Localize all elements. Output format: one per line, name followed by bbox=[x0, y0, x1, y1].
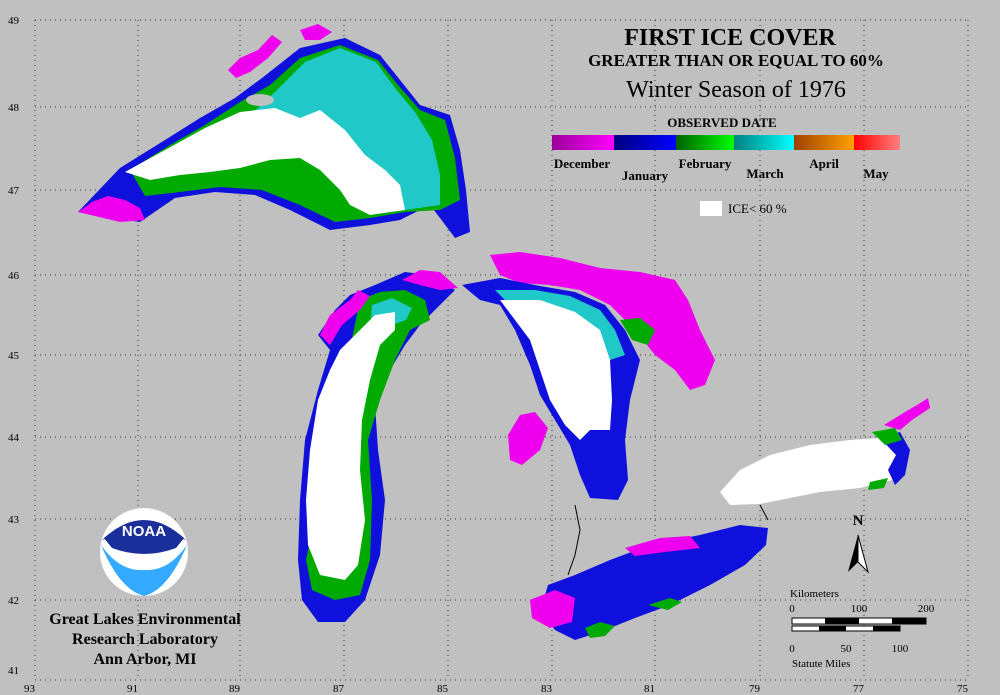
title-block: FIRST ICE COVER GREATER THAN OR EQUAL TO… bbox=[588, 25, 884, 103]
season-label: Winter Season of 1976 bbox=[626, 77, 846, 103]
scale-bar: Kilometers 0 100 200 0 50 100 Statute Mi… bbox=[789, 588, 935, 670]
north-arrow: N bbox=[848, 513, 869, 574]
lat-label: 41 bbox=[8, 665, 19, 677]
lon-label: 81 bbox=[644, 683, 655, 695]
lat-label: 43 bbox=[8, 514, 20, 526]
lake-huron-december-band bbox=[490, 252, 715, 390]
lake-ontario-white-ice bbox=[720, 438, 905, 505]
north-arrow-right-half bbox=[857, 534, 869, 574]
date-legend: OBSERVED DATE December January February … bbox=[552, 115, 900, 216]
legend-swatch-march bbox=[734, 135, 794, 150]
scale-mile-tick: 100 bbox=[892, 643, 909, 655]
lat-label: 48 bbox=[8, 102, 20, 114]
lat-label: 44 bbox=[8, 432, 20, 444]
scale-mile-title: Statute Miles bbox=[792, 658, 850, 670]
lon-label: 93 bbox=[24, 683, 36, 695]
noaa-logo-upper-half bbox=[104, 522, 184, 554]
lon-label: 77 bbox=[853, 683, 865, 695]
lake-erie bbox=[530, 525, 768, 640]
lake-erie-january-band bbox=[540, 525, 768, 640]
scale-km-segment bbox=[892, 618, 926, 624]
connecting-rivers bbox=[567, 504, 769, 576]
lake-superior bbox=[78, 24, 470, 238]
legend-label-ice-below: ICE< 60 % bbox=[728, 201, 787, 216]
north-arrow-left-half bbox=[848, 535, 858, 572]
saginaw-bay bbox=[508, 412, 548, 465]
scale-mile-segment bbox=[819, 626, 846, 631]
scale-km-tick: 100 bbox=[851, 603, 868, 615]
lake-ontario-green-edge bbox=[868, 428, 902, 490]
map-title: FIRST ICE COVER bbox=[624, 25, 836, 51]
legend-swatch-ice-below bbox=[700, 201, 722, 216]
lon-label: 75 bbox=[957, 683, 969, 695]
lon-label: 79 bbox=[749, 683, 761, 695]
noaa-logo-lower-half bbox=[101, 545, 187, 596]
agency-line-2: Research Laboratory bbox=[72, 631, 218, 648]
lake-superior-white-ice bbox=[125, 108, 405, 215]
scale-km-tick: 200 bbox=[918, 603, 935, 615]
lon-label: 83 bbox=[541, 683, 553, 695]
scale-mile-tick: 50 bbox=[841, 643, 853, 655]
lat-label: 47 bbox=[8, 185, 20, 197]
lat-label: 45 bbox=[8, 350, 20, 362]
st-clair-river bbox=[567, 504, 581, 576]
georgian-bay-green bbox=[620, 318, 655, 345]
scale-mile-segment bbox=[873, 626, 900, 631]
legend-label-april: April bbox=[809, 156, 839, 171]
lon-label: 85 bbox=[437, 683, 449, 695]
lat-label: 49 bbox=[8, 15, 20, 27]
legend-title: OBSERVED DATE bbox=[667, 115, 776, 130]
longitude-labels: 93 91 89 87 85 83 81 79 77 75 bbox=[24, 683, 969, 695]
lake-michigan bbox=[298, 270, 458, 622]
scale-km-title: Kilometers bbox=[790, 588, 839, 600]
lake-michigan-december-edge bbox=[320, 270, 458, 345]
scale-km-tick: 0 bbox=[789, 603, 795, 615]
legend-label-february: February bbox=[679, 156, 732, 171]
lake-michigan-white-ice bbox=[306, 312, 395, 580]
niagara-river bbox=[759, 504, 769, 521]
lake-erie-green-edge bbox=[585, 598, 682, 638]
legend-label-december: December bbox=[554, 156, 611, 171]
isle-royale bbox=[246, 94, 274, 106]
lat-label: 42 bbox=[8, 595, 19, 607]
legend-label-january: January bbox=[622, 168, 669, 183]
agency-line-3: Ann Arbor, MI bbox=[94, 651, 197, 668]
latitude-labels: 49 48 47 46 45 44 43 42 41 bbox=[8, 15, 20, 677]
lon-label: 89 bbox=[229, 683, 241, 695]
lat-label: 46 bbox=[8, 270, 20, 282]
scale-mile-tick: 0 bbox=[789, 643, 795, 655]
lake-huron bbox=[462, 252, 715, 500]
lon-label: 87 bbox=[333, 683, 345, 695]
legend-swatch-january bbox=[614, 135, 676, 150]
legend-label-may: May bbox=[863, 166, 889, 181]
legend-swatch-february bbox=[676, 135, 734, 150]
lon-label: 91 bbox=[127, 683, 138, 695]
scale-km-segment bbox=[825, 618, 859, 624]
agency-block: Great Lakes Environmental Research Labor… bbox=[49, 611, 241, 668]
legend-swatch-may bbox=[854, 135, 900, 150]
lake-superior-march-band bbox=[250, 48, 440, 210]
legend-swatch-december bbox=[552, 135, 614, 150]
legend-swatch-april bbox=[794, 135, 854, 150]
north-label: N bbox=[853, 513, 864, 529]
lake-ontario-december-edge bbox=[884, 398, 930, 430]
noaa-logo-text: NOAA bbox=[122, 523, 166, 540]
legend-label-march: March bbox=[746, 166, 784, 181]
map-subtitle: GREATER THAN OR EQUAL TO 60% bbox=[588, 51, 884, 70]
noaa-logo: NOAA bbox=[100, 508, 188, 596]
agency-line-1: Great Lakes Environmental bbox=[49, 611, 241, 628]
lake-erie-december-west bbox=[530, 536, 700, 628]
lake-huron-white-ice bbox=[500, 300, 612, 440]
lake-superior-december-edge bbox=[78, 24, 332, 222]
lake-ontario bbox=[720, 398, 930, 505]
lake-ontario-january-edge bbox=[880, 432, 910, 485]
